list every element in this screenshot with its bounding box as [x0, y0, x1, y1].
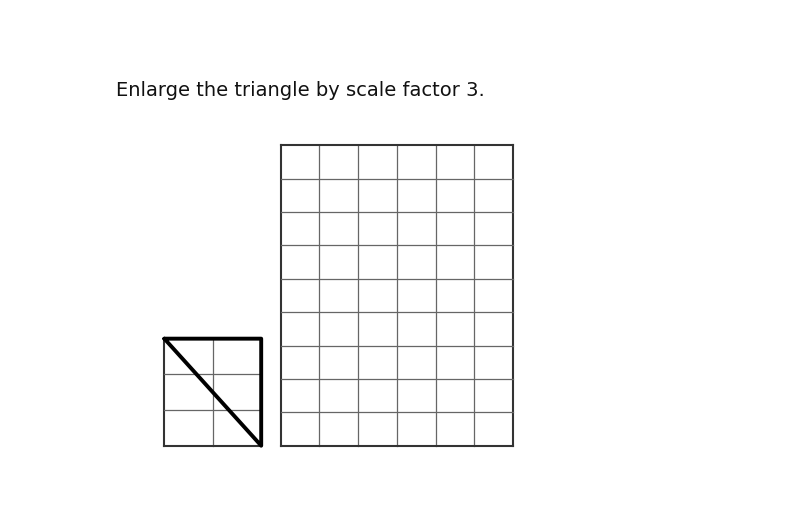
Text: Enlarge the triangle by scale factor 3.: Enlarge the triangle by scale factor 3.	[115, 81, 484, 100]
